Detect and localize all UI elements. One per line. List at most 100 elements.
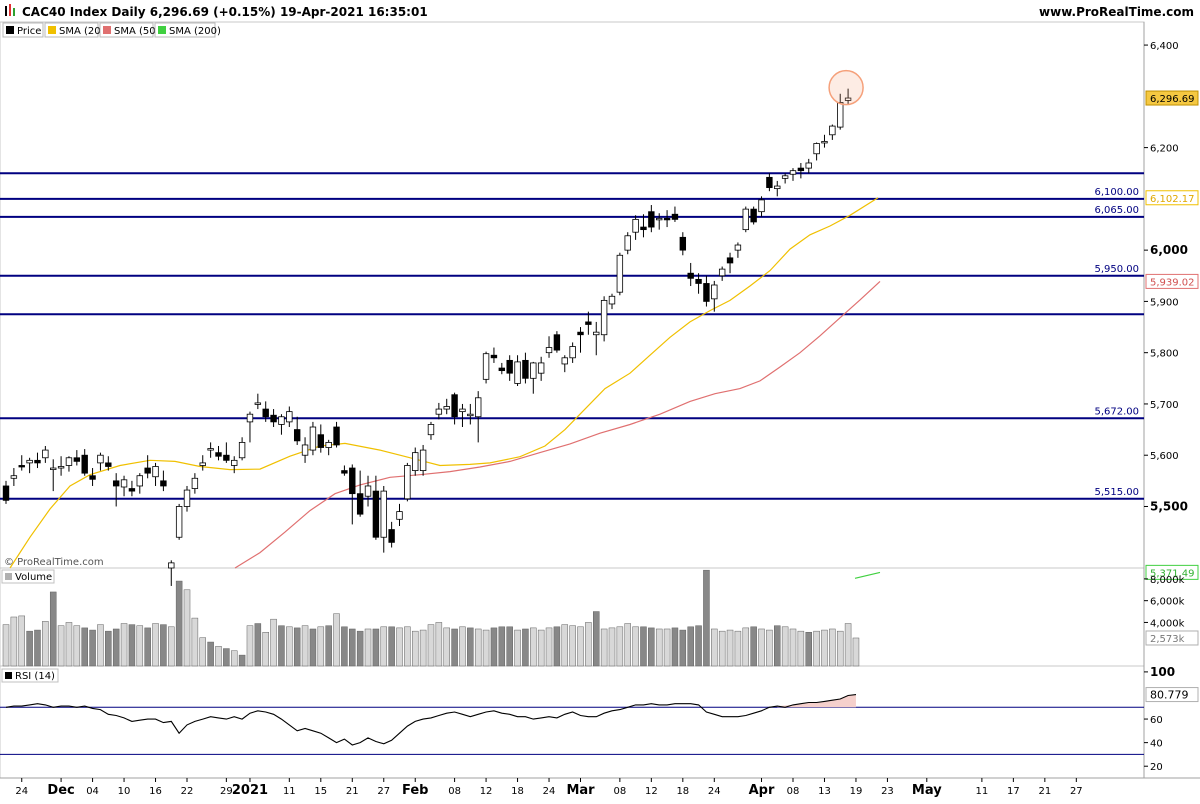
volume-bar[interactable] — [522, 628, 529, 667]
candle[interactable] — [97, 452, 104, 471]
candle[interactable] — [419, 444, 427, 476]
volume-bar[interactable] — [10, 616, 18, 667]
candle[interactable] — [293, 416, 301, 445]
candle[interactable] — [309, 421, 317, 456]
candle[interactable] — [207, 442, 214, 458]
rsi-line[interactable] — [5, 694, 857, 746]
candle[interactable] — [404, 462, 411, 502]
volume-bar[interactable] — [836, 630, 844, 667]
volume-bar[interactable] — [26, 630, 33, 667]
volume-bar[interactable] — [317, 626, 325, 667]
volume-bar[interactable] — [781, 626, 789, 667]
candle[interactable] — [671, 206, 679, 222]
candle[interactable] — [774, 180, 781, 197]
volume-bar[interactable] — [262, 631, 269, 667]
volume-bar[interactable] — [223, 648, 230, 667]
candle[interactable] — [231, 456, 238, 474]
candle[interactable] — [742, 206, 749, 233]
volume-bar[interactable] — [175, 580, 183, 667]
volume-bar[interactable] — [293, 627, 301, 667]
volume-bar[interactable] — [687, 626, 694, 667]
volume-bar[interactable] — [593, 611, 600, 667]
candle[interactable] — [781, 173, 789, 184]
candle[interactable] — [254, 393, 262, 410]
volume-panel[interactable]: 8,000k 6,000k 4,000k 2,573k — [2, 569, 1199, 667]
volume-bar[interactable] — [341, 626, 348, 667]
volume-bar[interactable] — [199, 637, 206, 667]
volume-bar[interactable] — [270, 618, 277, 667]
volume-bar[interactable] — [829, 628, 836, 667]
candle[interactable] — [191, 473, 199, 494]
volume-bar[interactable] — [97, 624, 104, 667]
candle[interactable] — [42, 445, 49, 463]
candle[interactable] — [648, 205, 655, 233]
candle[interactable] — [435, 402, 443, 420]
volume-bar[interactable] — [427, 624, 435, 667]
candle[interactable] — [545, 336, 553, 358]
volume-bar[interactable] — [852, 637, 860, 667]
volume-bar[interactable] — [2, 624, 10, 667]
candle[interactable] — [396, 503, 403, 526]
candle[interactable] — [632, 215, 639, 240]
candle[interactable] — [443, 398, 450, 415]
candle[interactable] — [593, 321, 600, 356]
volume-bar[interactable] — [191, 617, 199, 667]
candle[interactable] — [317, 424, 324, 453]
candle[interactable] — [128, 480, 136, 497]
candle[interactable] — [278, 414, 285, 435]
candle[interactable] — [34, 452, 41, 469]
volume-bar[interactable] — [81, 627, 88, 667]
volume-bar[interactable] — [349, 628, 356, 667]
volume-bar[interactable] — [679, 629, 687, 667]
candle[interactable] — [530, 361, 537, 394]
volume-bar[interactable] — [608, 627, 616, 667]
volume-bar[interactable] — [671, 627, 679, 667]
volume-bar[interactable] — [396, 627, 403, 667]
volume-bar[interactable] — [49, 591, 57, 667]
volume-bar[interactable] — [663, 628, 671, 667]
candle[interactable] — [482, 351, 490, 384]
volume-bar[interactable] — [482, 629, 490, 667]
volume-bar[interactable] — [844, 623, 852, 667]
candle[interactable] — [789, 168, 797, 181]
candle[interactable] — [238, 437, 246, 461]
volume-bar[interactable] — [474, 628, 482, 667]
candle[interactable] — [813, 142, 820, 161]
candle[interactable] — [380, 485, 387, 553]
candle[interactable] — [797, 162, 805, 179]
candle[interactable] — [829, 124, 836, 140]
candle[interactable] — [656, 213, 663, 230]
volume-bar[interactable] — [616, 626, 624, 667]
volume-bar[interactable] — [569, 625, 576, 667]
candle[interactable] — [514, 355, 521, 386]
candle[interactable] — [26, 457, 33, 474]
volume-bar[interactable] — [514, 629, 521, 667]
candle[interactable] — [120, 475, 128, 497]
volume-bar[interactable] — [632, 626, 639, 667]
volume-bar[interactable] — [73, 625, 81, 667]
volume-bar[interactable] — [640, 626, 647, 667]
candle[interactable] — [718, 266, 726, 281]
candle[interactable] — [608, 293, 616, 310]
volume-bar[interactable] — [356, 630, 364, 667]
candle[interactable] — [57, 456, 65, 476]
volume-bar[interactable] — [467, 627, 474, 667]
candle[interactable] — [758, 196, 765, 217]
candle[interactable] — [561, 355, 568, 373]
candle[interactable] — [65, 456, 73, 472]
volume-bar[interactable] — [246, 625, 254, 667]
volume-bar[interactable] — [734, 630, 742, 667]
candle[interactable] — [223, 442, 230, 463]
volume-bar[interactable] — [411, 630, 419, 667]
volume-bar[interactable] — [774, 625, 781, 667]
volume-bar[interactable] — [254, 623, 262, 667]
price-panel[interactable]: 6,400 6,200 6,000 5,900 5,800 5,700 5,600 5,500… — [0, 41, 1199, 586]
candle[interactable] — [89, 468, 96, 486]
volume-bar[interactable] — [750, 626, 757, 667]
candle[interactable] — [695, 273, 702, 294]
candle[interactable] — [136, 473, 143, 494]
volume-bar[interactable] — [152, 623, 159, 667]
candle[interactable] — [537, 356, 545, 381]
candle[interactable] — [679, 232, 687, 256]
